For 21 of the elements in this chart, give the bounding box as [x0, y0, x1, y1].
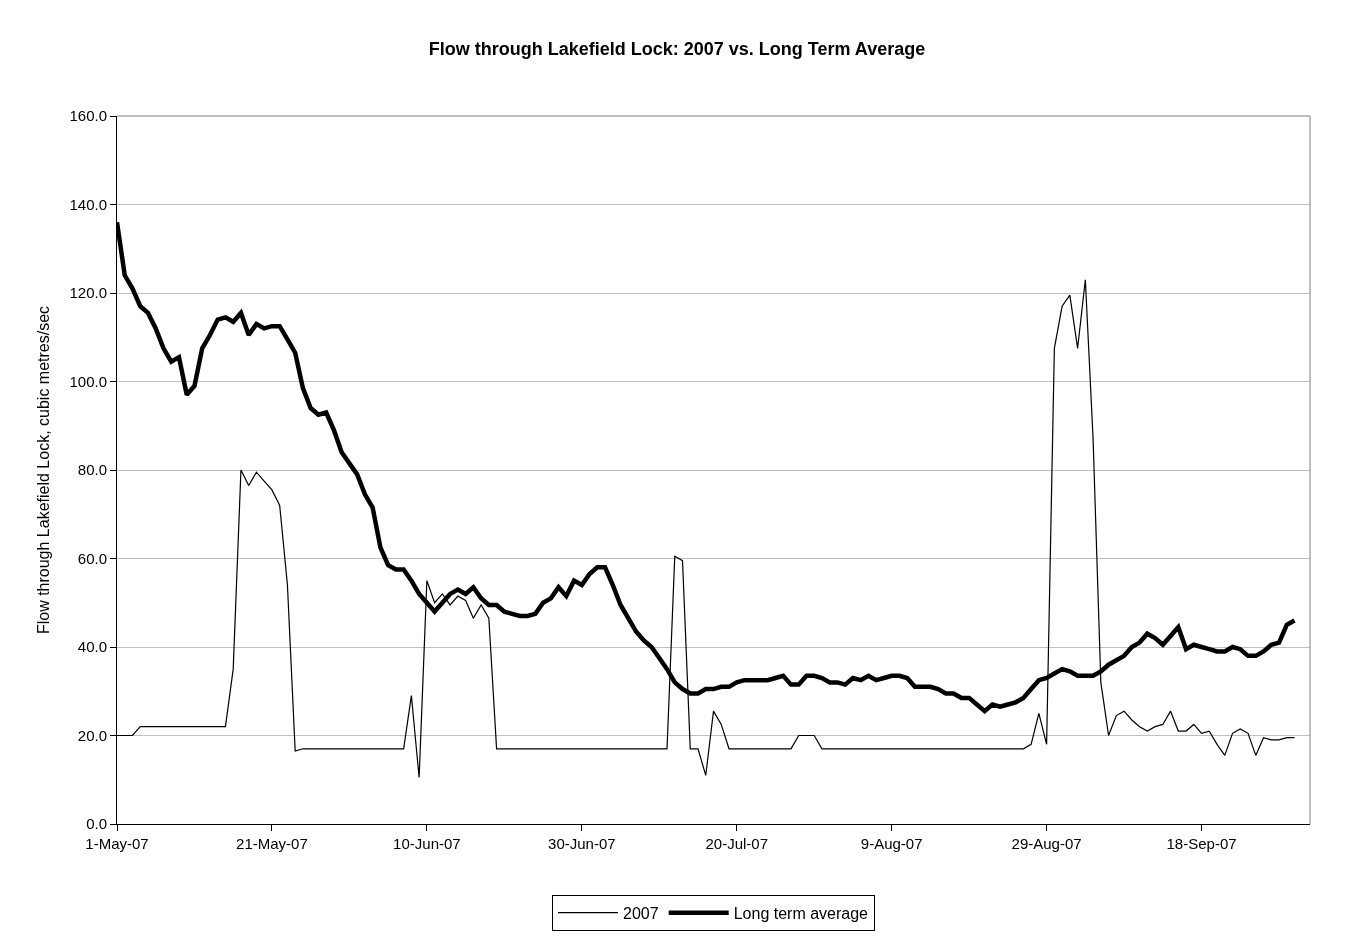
legend-label: 2007 — [623, 904, 659, 922]
y-tick-label: 140.0 — [69, 195, 107, 213]
x-tick-label: 21-May-07 — [236, 835, 308, 852]
x-tick-label: 29-Aug-07 — [1011, 835, 1082, 852]
x-tick-label: 9-Aug-07 — [860, 835, 923, 852]
y-tick-label: 20.0 — [77, 726, 107, 744]
x-tick-label: 18-Sep-07 — [1166, 835, 1237, 852]
y-tick-label: 100.0 — [69, 372, 107, 390]
y-tick-label: 120.0 — [69, 284, 107, 302]
y-axis-title: Flow through Lakefield Lock, cubic metres/sec — [35, 305, 53, 635]
x-tick-label: 20-Jul-07 — [705, 835, 769, 852]
y-tick-label: 160.0 — [69, 107, 107, 125]
legend-label: Long term average — [733, 904, 869, 922]
x-tick-label: 1-May-07 — [85, 835, 149, 852]
y-tick-label: 80.0 — [77, 461, 107, 479]
x-tick-label: 30-Jun-07 — [548, 835, 616, 852]
x-tick-label: 10-Jun-07 — [393, 835, 461, 852]
chart-title: Flow through Lakefield Lock: 2007 vs. Long Term Average — [428, 39, 926, 60]
y-tick-label: 40.0 — [77, 638, 107, 656]
y-tick-label: 0.0 — [86, 815, 107, 833]
y-tick-label: 60.0 — [77, 549, 107, 567]
